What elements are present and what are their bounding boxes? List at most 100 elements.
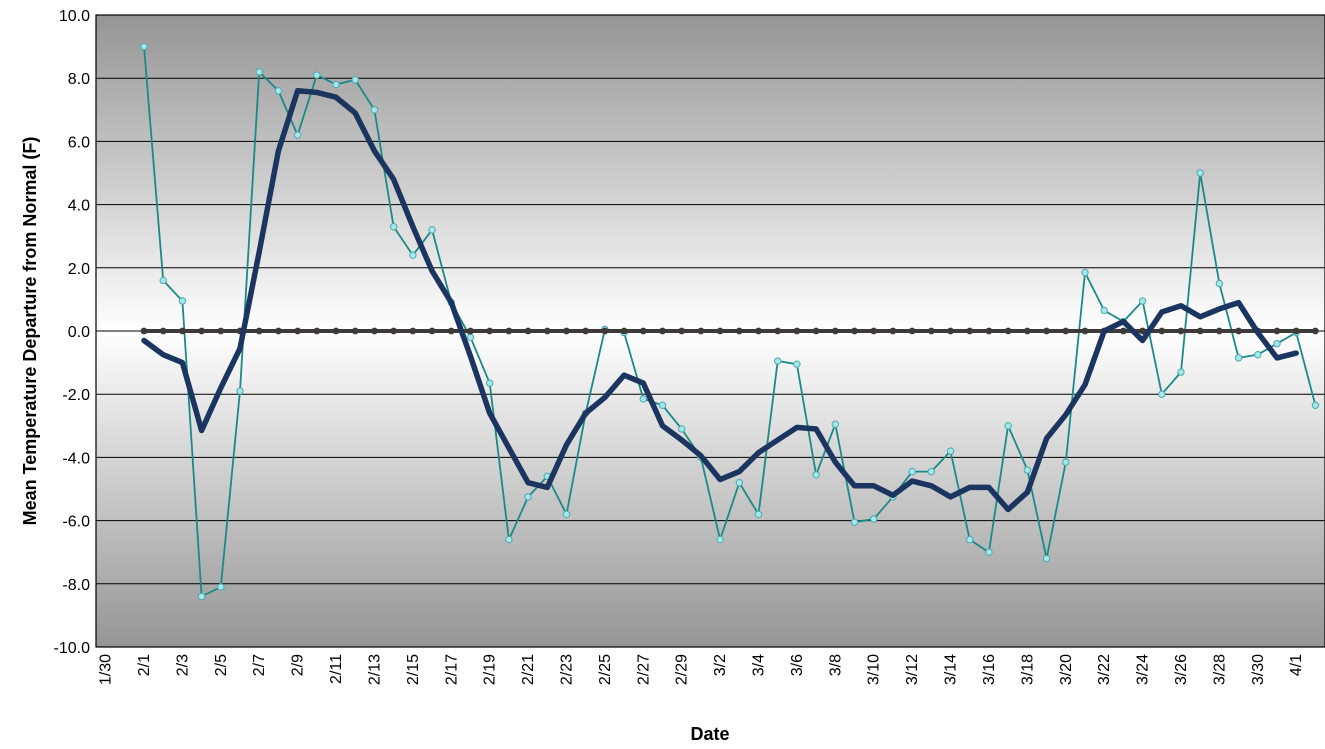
daily-point (1042, 554, 1051, 563)
daily-point (1177, 368, 1185, 376)
normal-point (1139, 327, 1146, 335)
x-tick-label: 3/26 (1173, 654, 1190, 685)
x-tick-label: 2/5 (213, 654, 230, 676)
y-tick-label: -4.0 (62, 450, 90, 467)
normal-point (908, 327, 916, 335)
daily-point (236, 387, 244, 395)
daily-point (562, 510, 571, 518)
x-tick-label: 1/30 (98, 654, 115, 685)
normal-point (927, 327, 935, 335)
daily-point (870, 515, 878, 523)
daily-point (946, 447, 955, 455)
normal-point (524, 327, 532, 335)
normal-point (371, 327, 378, 335)
normal-point (870, 327, 878, 335)
daily-point (735, 478, 744, 487)
y-tick-label: -8.0 (62, 577, 90, 594)
daily-point (505, 535, 513, 544)
x-tick-label: 3/22 (1096, 654, 1113, 685)
x-tick-label: 3/6 (789, 654, 806, 676)
daily-point (1254, 351, 1262, 359)
y-tick-label: 10.0 (59, 8, 90, 25)
normal-point (447, 327, 455, 335)
daily-point (485, 379, 494, 387)
normal-point (774, 327, 782, 335)
normal-point (889, 327, 897, 335)
x-tick-label: 2/9 (290, 654, 307, 676)
daily-point (1138, 297, 1147, 305)
daily-point (1234, 354, 1243, 362)
normal-point (486, 327, 494, 335)
series-layer (140, 42, 1320, 601)
y-tick-label: 8.0 (68, 71, 90, 88)
normal-point (947, 327, 954, 335)
daily-point (1081, 268, 1089, 277)
daily-point (140, 42, 148, 51)
x-tick-label: 3/14 (943, 654, 960, 685)
y-axis-title: Mean Temperature Departure from Normal (… (20, 137, 40, 526)
normal-point (140, 327, 148, 335)
y-axis-tick-labels: -10.0 -8.0 -6.0 -4.0 -2.0 0.0 2.0 4.0 6.0 8.0 10.0 (54, 8, 91, 657)
daily-point (389, 223, 398, 231)
normal-point (793, 327, 801, 335)
y-tick-label: 4.0 (68, 198, 90, 215)
x-tick-label: 2/19 (482, 654, 499, 685)
normal-point (966, 327, 974, 335)
x-tick-label: 2/15 (405, 654, 422, 685)
x-tick-label: 2/27 (635, 654, 652, 685)
normal-point (1215, 327, 1223, 335)
daily-point (793, 360, 801, 368)
normal-point (697, 327, 705, 335)
normal-point (1043, 327, 1050, 335)
x-tick-label: 2/21 (520, 654, 537, 685)
normal-point (543, 327, 551, 335)
normal-point (467, 327, 474, 335)
daily-point (1273, 339, 1281, 348)
normal-point (1081, 327, 1089, 335)
normal-point (1004, 327, 1012, 335)
normal-point (409, 327, 417, 335)
x-tick-label: 3/28 (1211, 654, 1228, 685)
daily-point (466, 333, 475, 342)
daily-point (985, 548, 993, 556)
normal-point (1196, 327, 1204, 335)
x-tick-label: 2/11 (328, 654, 345, 684)
normal-point (428, 327, 436, 335)
daily-point (1158, 390, 1166, 398)
daily-point (831, 420, 840, 428)
x-tick-label: 3/12 (904, 654, 921, 685)
x-tick-label: 2/13 (366, 654, 383, 685)
x-tick-label: 3/24 (1135, 654, 1152, 685)
daily-point (370, 106, 379, 114)
normal-point (601, 327, 609, 335)
daily-point (927, 467, 936, 476)
y-tick-label: 2.0 (68, 261, 90, 278)
normal-point (620, 327, 628, 335)
normal-point (735, 327, 743, 335)
daily-point (1196, 169, 1204, 177)
normal-point (505, 327, 513, 335)
normal-point (255, 327, 263, 335)
daily-point (313, 71, 321, 79)
daily-point (754, 510, 763, 518)
normal-point (582, 327, 590, 335)
x-tick-label: 3/20 (1058, 654, 1075, 685)
x-tick-label: 2/23 (558, 654, 575, 685)
x-tick-label: 3/30 (1250, 654, 1267, 685)
moving-average-line (141, 88, 1299, 513)
daily-point (1004, 422, 1012, 430)
normal-point (1062, 327, 1070, 335)
x-tick-label: 3/10 (866, 654, 883, 685)
normal-point (1292, 327, 1300, 335)
x-tick-label: 3/4 (751, 654, 768, 676)
daily-point (428, 226, 436, 234)
daily-point (908, 467, 916, 476)
daily-point (774, 357, 782, 365)
normal-point (1235, 327, 1242, 335)
y-tick-label: -6.0 (62, 514, 90, 531)
normal-point (198, 327, 206, 335)
x-tick-label: 3/2 (712, 654, 729, 676)
y-tick-label: 6.0 (68, 134, 90, 151)
normal-point (179, 327, 186, 335)
normal-point (1177, 327, 1185, 335)
